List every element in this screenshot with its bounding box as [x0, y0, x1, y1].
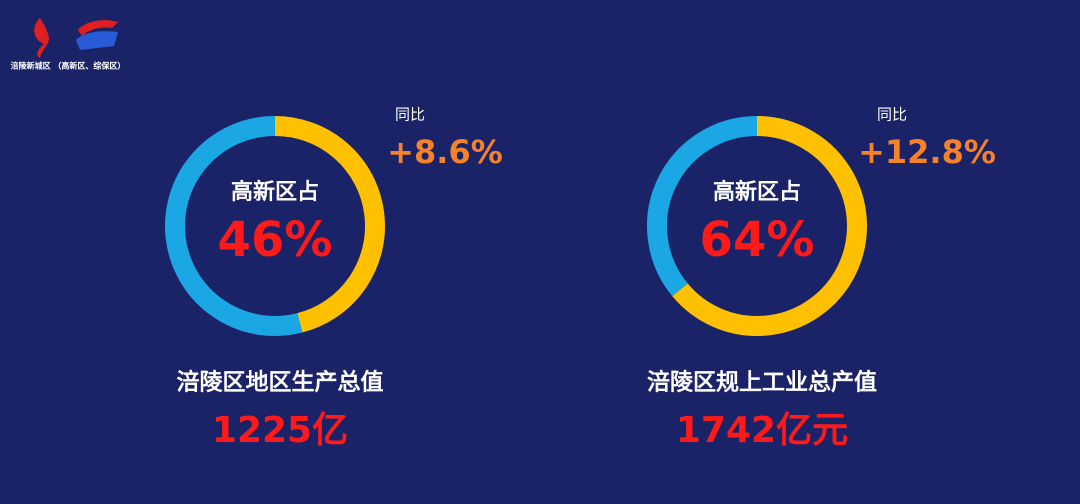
donut-segment — [274, 116, 385, 333]
org-name: 涪陵新城区 （高新区、综保区） — [11, 61, 126, 71]
metric-title: 涪陵区地区生产总值 — [177, 369, 384, 396]
donut-segment — [165, 116, 303, 336]
logo-flame — [34, 18, 49, 58]
metric-total: 1225亿 — [212, 410, 348, 451]
logo-badge — [76, 31, 118, 50]
logo: 涪陵新城区 （高新区、综保区） — [11, 18, 126, 71]
center-value: 64% — [700, 212, 815, 268]
yoy-label: 同比 — [395, 106, 425, 124]
yoy-value: +8.6% — [387, 133, 503, 171]
logo-swoosh — [78, 20, 118, 36]
center-label: 高新区占 — [231, 179, 319, 205]
center-label: 高新区占 — [713, 179, 801, 205]
yoy-value: +12.8% — [858, 133, 996, 171]
center-value: 46% — [218, 212, 333, 268]
metric-total: 1742亿元 — [676, 410, 848, 451]
metric-title: 涪陵区规上工业总产值 — [647, 369, 877, 396]
donut-segment — [647, 116, 758, 297]
donut-segment — [672, 116, 867, 336]
yoy-label: 同比 — [877, 106, 907, 124]
